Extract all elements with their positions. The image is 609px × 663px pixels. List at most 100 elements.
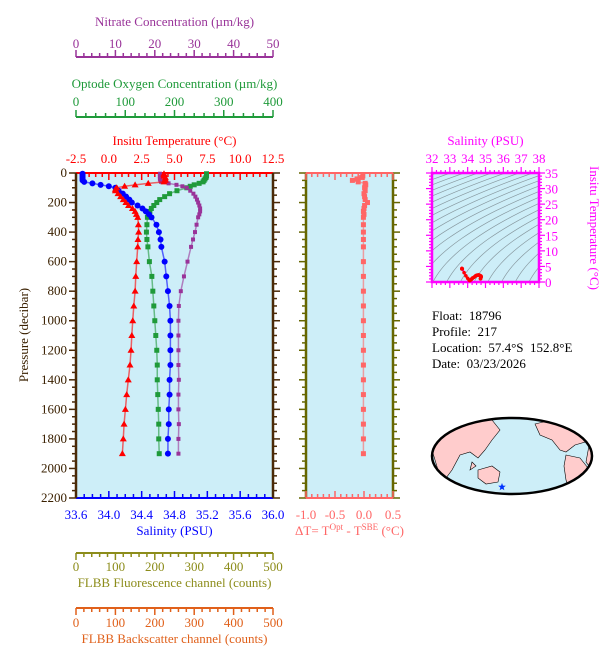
- nitrate-point: [196, 215, 201, 220]
- salinity-tick-label: 34.4: [130, 507, 153, 522]
- nitrate-point: [189, 244, 194, 249]
- nitrate-tick-label: 0: [73, 36, 80, 51]
- temperature-point: [134, 221, 142, 228]
- temperature-tick-label: -2.5: [66, 151, 87, 166]
- profile-number: 217: [477, 324, 498, 339]
- salinity-point: [167, 332, 174, 339]
- delta-t-point: [360, 303, 366, 309]
- oxygen-point: [156, 451, 162, 457]
- ts-temperature-tick-label: 15: [545, 228, 558, 243]
- fluorescence-tick-label: 200: [145, 559, 165, 574]
- oxygen-point: [153, 333, 159, 338]
- oxygen-point: [147, 208, 153, 214]
- nitrate-point: [181, 274, 186, 279]
- nitrate-point: [176, 422, 181, 427]
- oxygen-point: [151, 203, 157, 208]
- ts-point: [460, 267, 465, 271]
- delta-t-title-part: Opt: [330, 522, 344, 532]
- map-landmass: [477, 465, 501, 485]
- delta-t-point: [360, 362, 366, 368]
- pressure-axis-title: Pressure (decibar): [16, 288, 31, 382]
- nitrate-point: [176, 303, 181, 308]
- delta-t-title-part: - T: [343, 523, 362, 538]
- salinity-point: [164, 435, 171, 442]
- nitrate-point: [184, 185, 189, 190]
- nitrate-point: [176, 318, 181, 323]
- oxygen-point: [145, 244, 151, 250]
- isopycnal-line: [432, 191, 539, 252]
- nitrate-point: [176, 407, 181, 412]
- nitrate-point: [185, 259, 190, 264]
- isopycnal-line: [432, 202, 539, 282]
- temperature-point: [144, 179, 152, 186]
- temperature-tick-label: 5.0: [166, 151, 182, 166]
- isopycnal-line: [432, 173, 507, 203]
- delta-t-point: [360, 236, 366, 242]
- date-value: 03/23/2026: [466, 356, 526, 371]
- pressure-tick-label: 0: [61, 165, 68, 180]
- oxygen-tick-label: 200: [165, 94, 185, 109]
- backscatter-tick-label: 100: [106, 615, 126, 630]
- ts-salinity-tick-label: 32: [426, 151, 439, 166]
- nitrate-point: [176, 392, 181, 397]
- nitrate-point: [191, 237, 196, 242]
- pressure-tick-label: 600: [48, 254, 68, 269]
- salinity-point: [89, 180, 96, 187]
- oxygen-point: [162, 194, 168, 200]
- oxygen-point: [156, 436, 162, 442]
- delta-t-point: [355, 179, 361, 185]
- profile-info: Profile: 217: [432, 324, 497, 340]
- nitrate-axis-title: Nitrate Concentration (µm/kg): [95, 14, 254, 29]
- isopycnal-line: [514, 252, 539, 282]
- isopycnals: [432, 173, 539, 282]
- oxygen-point: [144, 236, 150, 242]
- delta-t-point: [364, 200, 370, 206]
- pressure-tick-label: 1600: [41, 401, 67, 416]
- temperature-point: [127, 346, 135, 353]
- delta-t-point: [360, 406, 366, 412]
- nitrate-point: [176, 363, 181, 368]
- salinity-point: [134, 202, 141, 209]
- nitrate-point: [197, 203, 202, 208]
- nitrate-point: [176, 348, 181, 353]
- map-landmass: [469, 461, 477, 471]
- temperature-point: [121, 405, 129, 412]
- oxygen-point: [200, 179, 206, 185]
- delta-t-point: [360, 214, 366, 220]
- oxygen-point: [154, 200, 160, 206]
- ts-point: [464, 273, 468, 278]
- delta-t-point: [359, 174, 365, 180]
- isopycnal-line: [432, 173, 520, 209]
- nitrate-point: [176, 451, 181, 456]
- fluorescence-tick-label: 100: [106, 559, 126, 574]
- delta-t-title-part: SBE: [362, 522, 379, 532]
- temperature-point: [124, 376, 132, 383]
- delta-t-point: [360, 229, 366, 235]
- nitrate-point: [192, 230, 197, 235]
- delta-t-point: [349, 177, 355, 183]
- temperature-point: [119, 435, 127, 442]
- ts-salinity-tick-label: 37: [515, 151, 529, 166]
- temperature-point: [121, 182, 129, 189]
- oxygen-point: [143, 229, 149, 235]
- delta-t-tick-label: -1.0: [296, 507, 317, 522]
- temperature-point: [126, 361, 134, 368]
- oxygen-point: [149, 273, 155, 279]
- salinity-point: [161, 258, 168, 265]
- oxygen-point: [187, 183, 193, 189]
- oxygen-tick-label: 300: [214, 94, 234, 109]
- pressure-tick-label: 1000: [41, 313, 67, 328]
- backscatter-tick-label: 500: [263, 615, 283, 630]
- temperature-point: [123, 391, 131, 398]
- salinity-point: [148, 214, 155, 221]
- ts-salinity-title: Salinity (PSU): [447, 133, 523, 148]
- backscatter-tick-label: 200: [145, 615, 165, 630]
- oxygen-point: [148, 205, 154, 211]
- isopycnal-line: [432, 173, 479, 191]
- nitrate-tick-label: 50: [267, 36, 280, 51]
- isopycnal-line: [473, 223, 539, 282]
- nitrate-point: [176, 436, 181, 441]
- delta-t-tick-label: 0.0: [356, 507, 372, 522]
- delta-t-point: [354, 176, 360, 182]
- ts-point: [478, 276, 483, 281]
